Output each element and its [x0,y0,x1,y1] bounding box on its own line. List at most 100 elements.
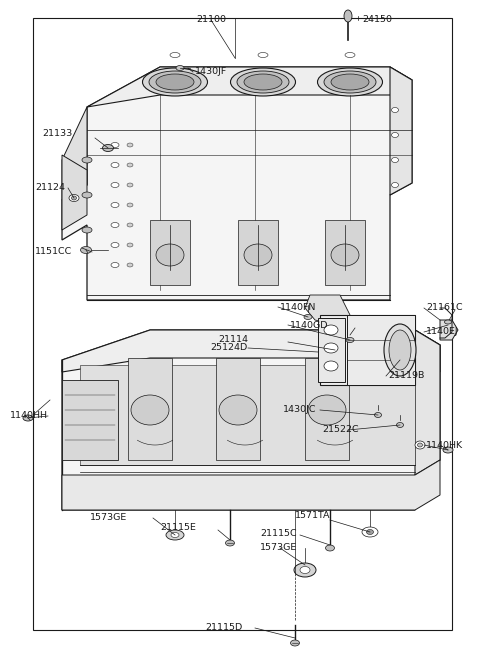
Polygon shape [216,358,260,460]
Polygon shape [440,320,458,340]
Ellipse shape [384,324,416,376]
Polygon shape [415,330,440,475]
Ellipse shape [317,68,383,96]
Polygon shape [62,330,440,510]
Ellipse shape [230,68,296,96]
Polygon shape [62,460,440,510]
Text: 21114: 21114 [218,335,248,344]
Ellipse shape [82,192,92,198]
Text: 1430JF: 1430JF [195,68,227,77]
Text: 24150: 24150 [362,16,392,24]
Ellipse shape [103,144,113,152]
Ellipse shape [143,68,207,96]
Ellipse shape [219,395,257,425]
Bar [347,315,415,385]
Ellipse shape [170,52,180,58]
Ellipse shape [111,222,119,228]
Ellipse shape [127,163,133,167]
Text: 21161C: 21161C [426,304,463,312]
Ellipse shape [304,314,312,319]
Ellipse shape [72,196,76,200]
Ellipse shape [82,227,92,233]
Ellipse shape [443,447,453,453]
Polygon shape [128,358,172,460]
Polygon shape [62,67,412,300]
Ellipse shape [81,247,92,253]
Text: 21133: 21133 [42,129,72,138]
Polygon shape [318,318,345,382]
Ellipse shape [258,52,268,58]
Polygon shape [62,330,440,372]
Ellipse shape [331,74,369,90]
Ellipse shape [418,443,422,447]
Ellipse shape [344,10,352,22]
Ellipse shape [346,337,354,342]
Text: 21522C: 21522C [322,426,359,434]
Text: 1140EJ: 1140EJ [426,327,458,337]
Ellipse shape [127,143,133,147]
Ellipse shape [392,157,398,163]
Ellipse shape [111,182,119,188]
Polygon shape [320,315,415,385]
Ellipse shape [176,66,184,70]
Text: 1573GE: 1573GE [260,543,297,552]
Ellipse shape [127,243,133,247]
Text: 1140HK: 1140HK [426,440,463,449]
Bar [33,18,452,630]
Polygon shape [87,67,412,107]
Ellipse shape [69,194,79,201]
Polygon shape [62,107,87,200]
Ellipse shape [111,262,119,268]
Text: 21124: 21124 [35,184,65,192]
Ellipse shape [244,244,272,266]
Ellipse shape [392,108,398,112]
Polygon shape [325,220,365,285]
Ellipse shape [308,395,346,425]
Ellipse shape [23,415,33,421]
Ellipse shape [82,157,92,163]
Text: 1140GD: 1140GD [290,321,328,329]
Ellipse shape [290,640,300,646]
Text: 21115E: 21115E [160,523,196,533]
Ellipse shape [362,527,378,537]
Ellipse shape [156,74,194,90]
Ellipse shape [300,567,310,573]
Ellipse shape [226,540,235,546]
Text: 1140FN: 1140FN [280,302,316,312]
Ellipse shape [331,356,339,361]
Polygon shape [80,365,415,465]
Text: 21100: 21100 [196,16,226,24]
Ellipse shape [111,163,119,167]
Polygon shape [150,220,190,285]
Ellipse shape [324,361,338,371]
Ellipse shape [237,71,289,93]
Ellipse shape [444,320,452,324]
Ellipse shape [294,563,316,577]
Ellipse shape [244,74,282,90]
Polygon shape [390,67,412,195]
Ellipse shape [111,203,119,207]
Ellipse shape [389,330,411,370]
Polygon shape [305,295,350,325]
Text: 1573GE: 1573GE [90,514,127,522]
Ellipse shape [171,533,179,537]
Text: 21119B: 21119B [388,371,424,380]
Polygon shape [62,380,118,460]
Text: 1571TA: 1571TA [295,510,331,520]
Ellipse shape [324,325,338,335]
Ellipse shape [127,203,133,207]
Text: 1430JC: 1430JC [283,405,316,415]
Ellipse shape [156,244,184,266]
Ellipse shape [131,395,169,425]
Ellipse shape [111,142,119,148]
Text: 21115C: 21115C [260,529,297,537]
Ellipse shape [324,343,338,353]
Ellipse shape [127,223,133,227]
Text: 1140HH: 1140HH [10,411,48,419]
Ellipse shape [392,182,398,188]
Ellipse shape [127,263,133,267]
Polygon shape [238,220,278,285]
Polygon shape [62,155,87,230]
Ellipse shape [324,71,376,93]
Ellipse shape [111,243,119,247]
